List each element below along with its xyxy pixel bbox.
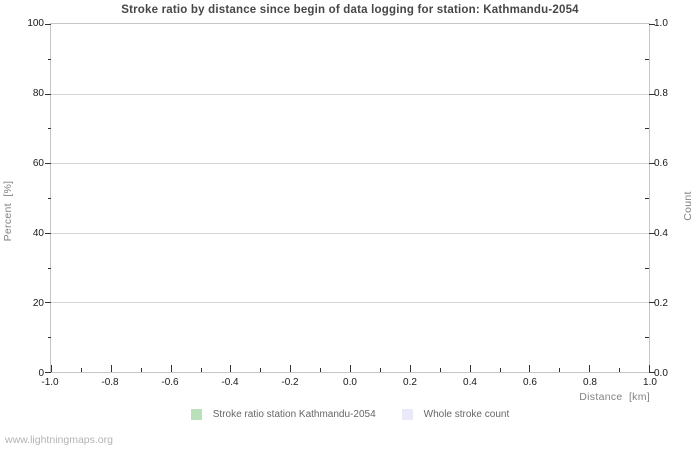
y-left-tick-label: 40 [32, 228, 44, 239]
y-right-major-tick [649, 372, 655, 373]
x-major-tick [529, 365, 531, 372]
x-tick-label: 0.6 [523, 377, 537, 388]
y-right-major-tick [649, 302, 655, 304]
y-right-major-tick [649, 163, 655, 165]
x-tick-label: 0.2 [403, 377, 417, 388]
watermark: www.lightningmaps.org [5, 434, 113, 446]
y-right-minor-tick [645, 267, 649, 269]
x-major-tick [170, 365, 172, 372]
y-left-major-tick [45, 232, 51, 234]
y-right-tick-label: 0.0 [654, 368, 668, 379]
x-major-tick [469, 365, 471, 372]
y-right-major-tick [649, 93, 655, 95]
x-tick-label: -0.4 [221, 377, 239, 388]
x-tick-label: -0.8 [101, 377, 119, 388]
x-minor-tick [80, 368, 82, 372]
x-minor-tick [200, 368, 202, 372]
y-left-tick-label: 80 [32, 88, 44, 99]
x-major-tick [290, 365, 292, 372]
x-major-tick [589, 365, 591, 372]
y-axis-label-left: Percent [%] [2, 180, 14, 242]
x-minor-tick [320, 368, 322, 372]
y-right-minor-tick [645, 198, 649, 199]
x-minor-tick [140, 368, 142, 372]
y-left-minor-tick [48, 58, 51, 60]
chart-title: Stroke ratio by distance since begin of … [121, 4, 579, 16]
x-tick-label: -0.6 [161, 377, 179, 388]
x-major-tick [230, 365, 232, 372]
x-minor-tick [260, 368, 262, 372]
x-tick-label: -0.2 [281, 377, 299, 388]
y-left-minor-tick [48, 128, 51, 130]
y-left-minor-tick [48, 267, 51, 269]
y-right-minor-tick [645, 58, 649, 60]
y-left-tick-label: 20 [32, 298, 44, 309]
y-right-minor-tick [645, 128, 649, 130]
y-left-major-tick [45, 372, 51, 373]
y-right-tick-label: 0.2 [654, 298, 668, 309]
legend-label: Whole stroke count [423, 409, 510, 420]
x-major-tick [51, 365, 52, 372]
y-right-tick-label: 0.6 [654, 158, 668, 169]
x-tick-label: 1.0 [643, 377, 657, 388]
gridline [51, 93, 649, 95]
x-major-tick [110, 365, 112, 372]
y-right-major-tick [649, 232, 655, 234]
x-axis-label: Distance [km] [579, 391, 650, 403]
x-major-tick [350, 365, 351, 372]
legend-label: Stroke ratio station Kathmandu-2054 [212, 409, 376, 420]
y-axis-label-right: Count [682, 191, 694, 221]
x-tick-label: 0.4 [463, 377, 477, 388]
x-tick-label: -1.0 [41, 377, 59, 388]
y-right-tick-label: 1.0 [654, 18, 668, 29]
y-left-tick-label: 0 [38, 368, 44, 379]
y-right-tick-label: 0.4 [654, 228, 668, 239]
legend-item: Stroke ratio station Kathmandu-2054 [190, 409, 376, 420]
x-minor-tick [559, 368, 561, 372]
y-left-minor-tick [48, 198, 51, 199]
x-minor-tick [379, 368, 381, 372]
y-right-minor-tick [645, 337, 649, 339]
y-right-tick-label: 0.8 [654, 88, 668, 99]
legend-swatch [190, 409, 202, 420]
y-right-major-tick [649, 24, 655, 25]
legend-item: Whole stroke count [401, 409, 510, 420]
y-left-major-tick [45, 24, 51, 25]
x-major-tick [409, 365, 411, 372]
y-left-major-tick [45, 302, 51, 304]
x-minor-tick [499, 368, 501, 372]
x-tick-label: 0.0 [343, 377, 357, 388]
y-left-tick-label: 100 [27, 18, 44, 29]
y-left-tick-label: 60 [32, 158, 44, 169]
legend-swatch [401, 409, 413, 420]
y-left-major-tick [45, 93, 51, 95]
plot-area [45, 23, 655, 373]
x-tick-label: 0.8 [583, 377, 597, 388]
x-minor-tick [619, 368, 621, 372]
x-major-tick [649, 365, 650, 372]
y-left-major-tick [45, 163, 51, 165]
gridline [51, 232, 649, 234]
x-minor-tick [439, 368, 441, 372]
gridline [51, 302, 649, 304]
chart-legend: Stroke ratio station Kathmandu-2054 Whole… [0, 409, 700, 420]
gridline [51, 163, 649, 165]
y-left-minor-tick [48, 337, 51, 339]
